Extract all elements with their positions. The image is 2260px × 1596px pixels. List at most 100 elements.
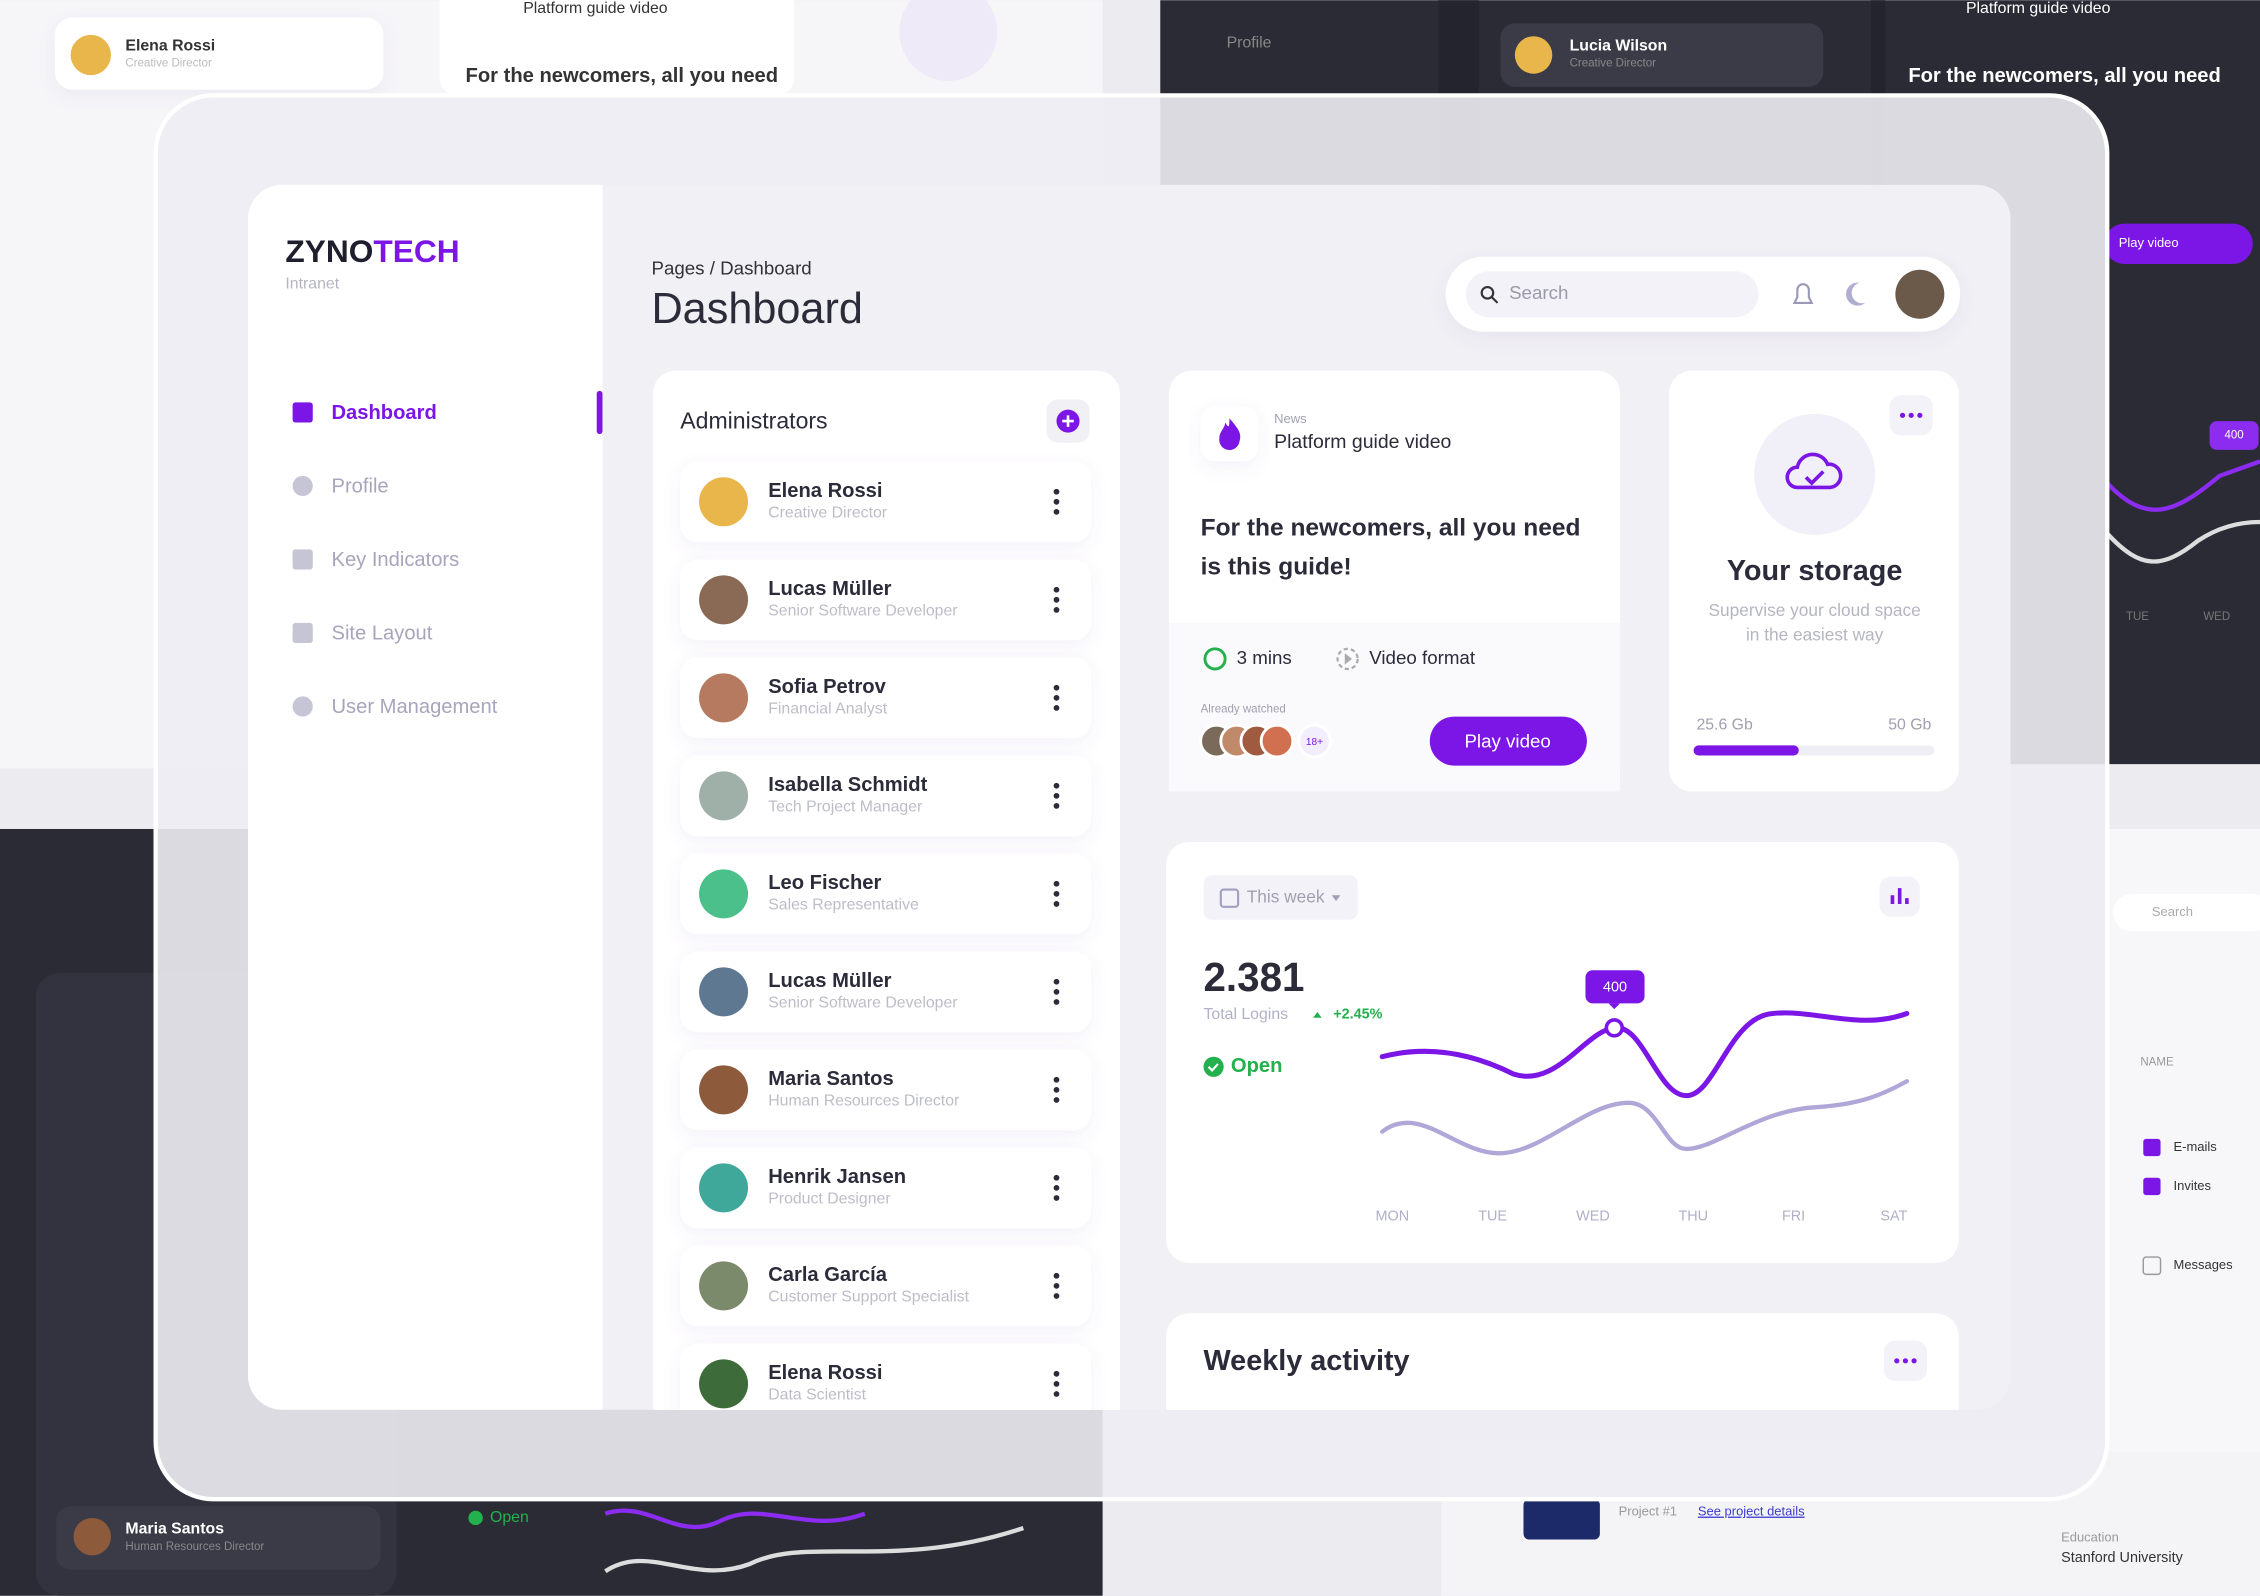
nav-label: Profile bbox=[332, 476, 389, 498]
admin-menu-dot bbox=[1053, 586, 1060, 593]
page-title: Dashboard bbox=[651, 285, 862, 333]
bg-text: E-mails bbox=[2174, 1139, 2218, 1154]
bg-text: Messages bbox=[2174, 1257, 2234, 1272]
bg-text: NAME bbox=[2140, 1057, 2174, 1069]
bg-name: Elena Rossi bbox=[125, 38, 215, 55]
bg-image bbox=[1523, 1499, 1600, 1540]
admin-menu-dot bbox=[1053, 803, 1060, 809]
bg-line bbox=[2105, 519, 2260, 564]
nav-item[interactable] bbox=[274, 607, 591, 659]
bg-card bbox=[439, 0, 795, 96]
logins-card bbox=[1166, 841, 1959, 1263]
admin-menu-dot bbox=[1053, 1272, 1060, 1279]
more-dot bbox=[1894, 1358, 1900, 1364]
admin-avatar bbox=[699, 1359, 749, 1409]
watchers bbox=[1199, 723, 1295, 759]
admin-menu-dot bbox=[1053, 1283, 1060, 1289]
admin-card[interactable] bbox=[680, 461, 1092, 543]
admin-menu-dot bbox=[1053, 988, 1060, 995]
weekly-card bbox=[1166, 1313, 1959, 1410]
play-button-text: Play video bbox=[1464, 730, 1550, 751]
admin-name: Carla García bbox=[768, 1264, 888, 1286]
admin-menu-dot bbox=[1053, 792, 1060, 799]
nav-icon bbox=[292, 402, 313, 423]
bg-checkbox bbox=[2143, 1177, 2161, 1196]
play-button[interactable] bbox=[1429, 716, 1587, 766]
bg-role: Human Resources Director bbox=[125, 1541, 264, 1553]
admin-card[interactable] bbox=[680, 559, 1092, 641]
storage-total: 50 Gb bbox=[1888, 716, 1931, 733]
watcher-avatar bbox=[1259, 723, 1295, 759]
admin-role: Tech Project Manager bbox=[768, 799, 923, 816]
user-avatar[interactable] bbox=[1895, 269, 1945, 319]
storage-desc: Supervise your cloud space bbox=[1708, 600, 1920, 620]
admin-role: Financial Analyst bbox=[768, 701, 887, 718]
admin-card[interactable] bbox=[680, 1049, 1092, 1131]
bg-text: Search bbox=[2152, 904, 2193, 919]
bg-card bbox=[54, 17, 384, 90]
bell-icon[interactable] bbox=[1792, 283, 1814, 304]
bg-name: Lucia Wilson bbox=[1570, 38, 1668, 55]
admin-menu-dot bbox=[1053, 999, 1060, 1005]
chart-line-primary bbox=[1379, 1010, 1910, 1099]
admin-card[interactable] bbox=[680, 657, 1092, 739]
news-tag: News bbox=[1274, 411, 1307, 426]
admin-menu-dot bbox=[1053, 890, 1060, 897]
chart-line-secondary bbox=[1380, 1079, 1910, 1156]
video-icon bbox=[1344, 653, 1352, 665]
admin-role: Senior Software Developer bbox=[768, 603, 958, 620]
period-select[interactable] bbox=[1203, 875, 1358, 920]
admin-menu-dot bbox=[1053, 607, 1060, 613]
admin-avatar bbox=[699, 869, 749, 919]
nav: Dashboard Profile Key Indicators Site Layou… bbox=[274, 402, 591, 718]
news-duration: 3 mins bbox=[1237, 647, 1292, 668]
bg-name: Maria Santos bbox=[125, 1521, 224, 1538]
bg-text: Invites bbox=[2174, 1178, 2212, 1193]
admin-card[interactable] bbox=[680, 755, 1092, 837]
more-dot bbox=[1911, 1358, 1917, 1364]
bg-line bbox=[2105, 459, 2260, 512]
nav-label: User Management bbox=[332, 696, 498, 718]
admin-role: Data Scientist bbox=[768, 1387, 866, 1404]
brand: ZYNOTECH bbox=[285, 233, 459, 269]
nav-item[interactable] bbox=[274, 460, 591, 512]
search-icon bbox=[1491, 296, 1499, 304]
admin-card[interactable] bbox=[680, 1245, 1092, 1327]
admin-name: Maria Santos bbox=[768, 1068, 893, 1090]
search-input[interactable] bbox=[1465, 271, 1759, 318]
admin-card[interactable] bbox=[680, 1147, 1092, 1229]
admins-list: Elena Rossi Creative Director Lucas Müller… bbox=[680, 461, 1092, 1425]
admin-role: Sales Representative bbox=[768, 897, 919, 914]
day-label: TUE bbox=[1478, 1209, 1507, 1225]
add-icon bbox=[1062, 415, 1074, 427]
watched-more-text: 18+ bbox=[1306, 737, 1323, 748]
admin-name: Leo Fischer bbox=[768, 872, 881, 894]
admin-menu-dot bbox=[1053, 498, 1060, 505]
video-icon bbox=[1336, 647, 1359, 671]
bg-text: Stanford University bbox=[2061, 1550, 2183, 1566]
watched-label: Already watched bbox=[1201, 703, 1286, 715]
day-label: WED bbox=[1576, 1209, 1610, 1225]
news-icon bbox=[1219, 418, 1241, 451]
admin-name: Sofia Petrov bbox=[768, 676, 886, 698]
admin-avatar bbox=[699, 1163, 749, 1213]
bg-text: TUE bbox=[2126, 611, 2149, 623]
admin-card[interactable] bbox=[680, 853, 1092, 935]
admin-menu-dot bbox=[1053, 488, 1060, 495]
timer-icon bbox=[1203, 647, 1227, 671]
admin-menu-dot bbox=[1053, 1391, 1060, 1397]
bg-button bbox=[2104, 223, 2253, 264]
breadcrumb: Pages / Dashboard bbox=[651, 258, 811, 279]
more-dot bbox=[1908, 412, 1914, 418]
brand-b: TECH bbox=[373, 233, 459, 269]
admin-card[interactable] bbox=[680, 951, 1092, 1033]
more-dot bbox=[1902, 1358, 1909, 1364]
storage-desc: in the easiest way bbox=[1746, 624, 1884, 644]
theme-icon[interactable] bbox=[1846, 282, 1866, 306]
bg-icon bbox=[899, 0, 998, 81]
admin-role: Creative Director bbox=[768, 505, 888, 522]
admin-card[interactable] bbox=[680, 1343, 1092, 1425]
admin-menu-dot bbox=[1053, 705, 1060, 711]
admin-menu-dot bbox=[1053, 880, 1060, 887]
